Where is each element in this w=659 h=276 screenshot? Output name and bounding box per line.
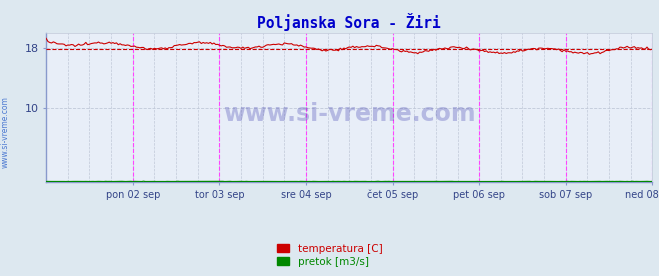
Text: www.si-vreme.com: www.si-vreme.com (1, 97, 10, 168)
Legend: temperatura [C], pretok [m3/s]: temperatura [C], pretok [m3/s] (273, 239, 386, 271)
Text: www.si-vreme.com: www.si-vreme.com (223, 102, 476, 126)
Title: Poljanska Sora - Žiri: Poljanska Sora - Žiri (258, 13, 441, 31)
